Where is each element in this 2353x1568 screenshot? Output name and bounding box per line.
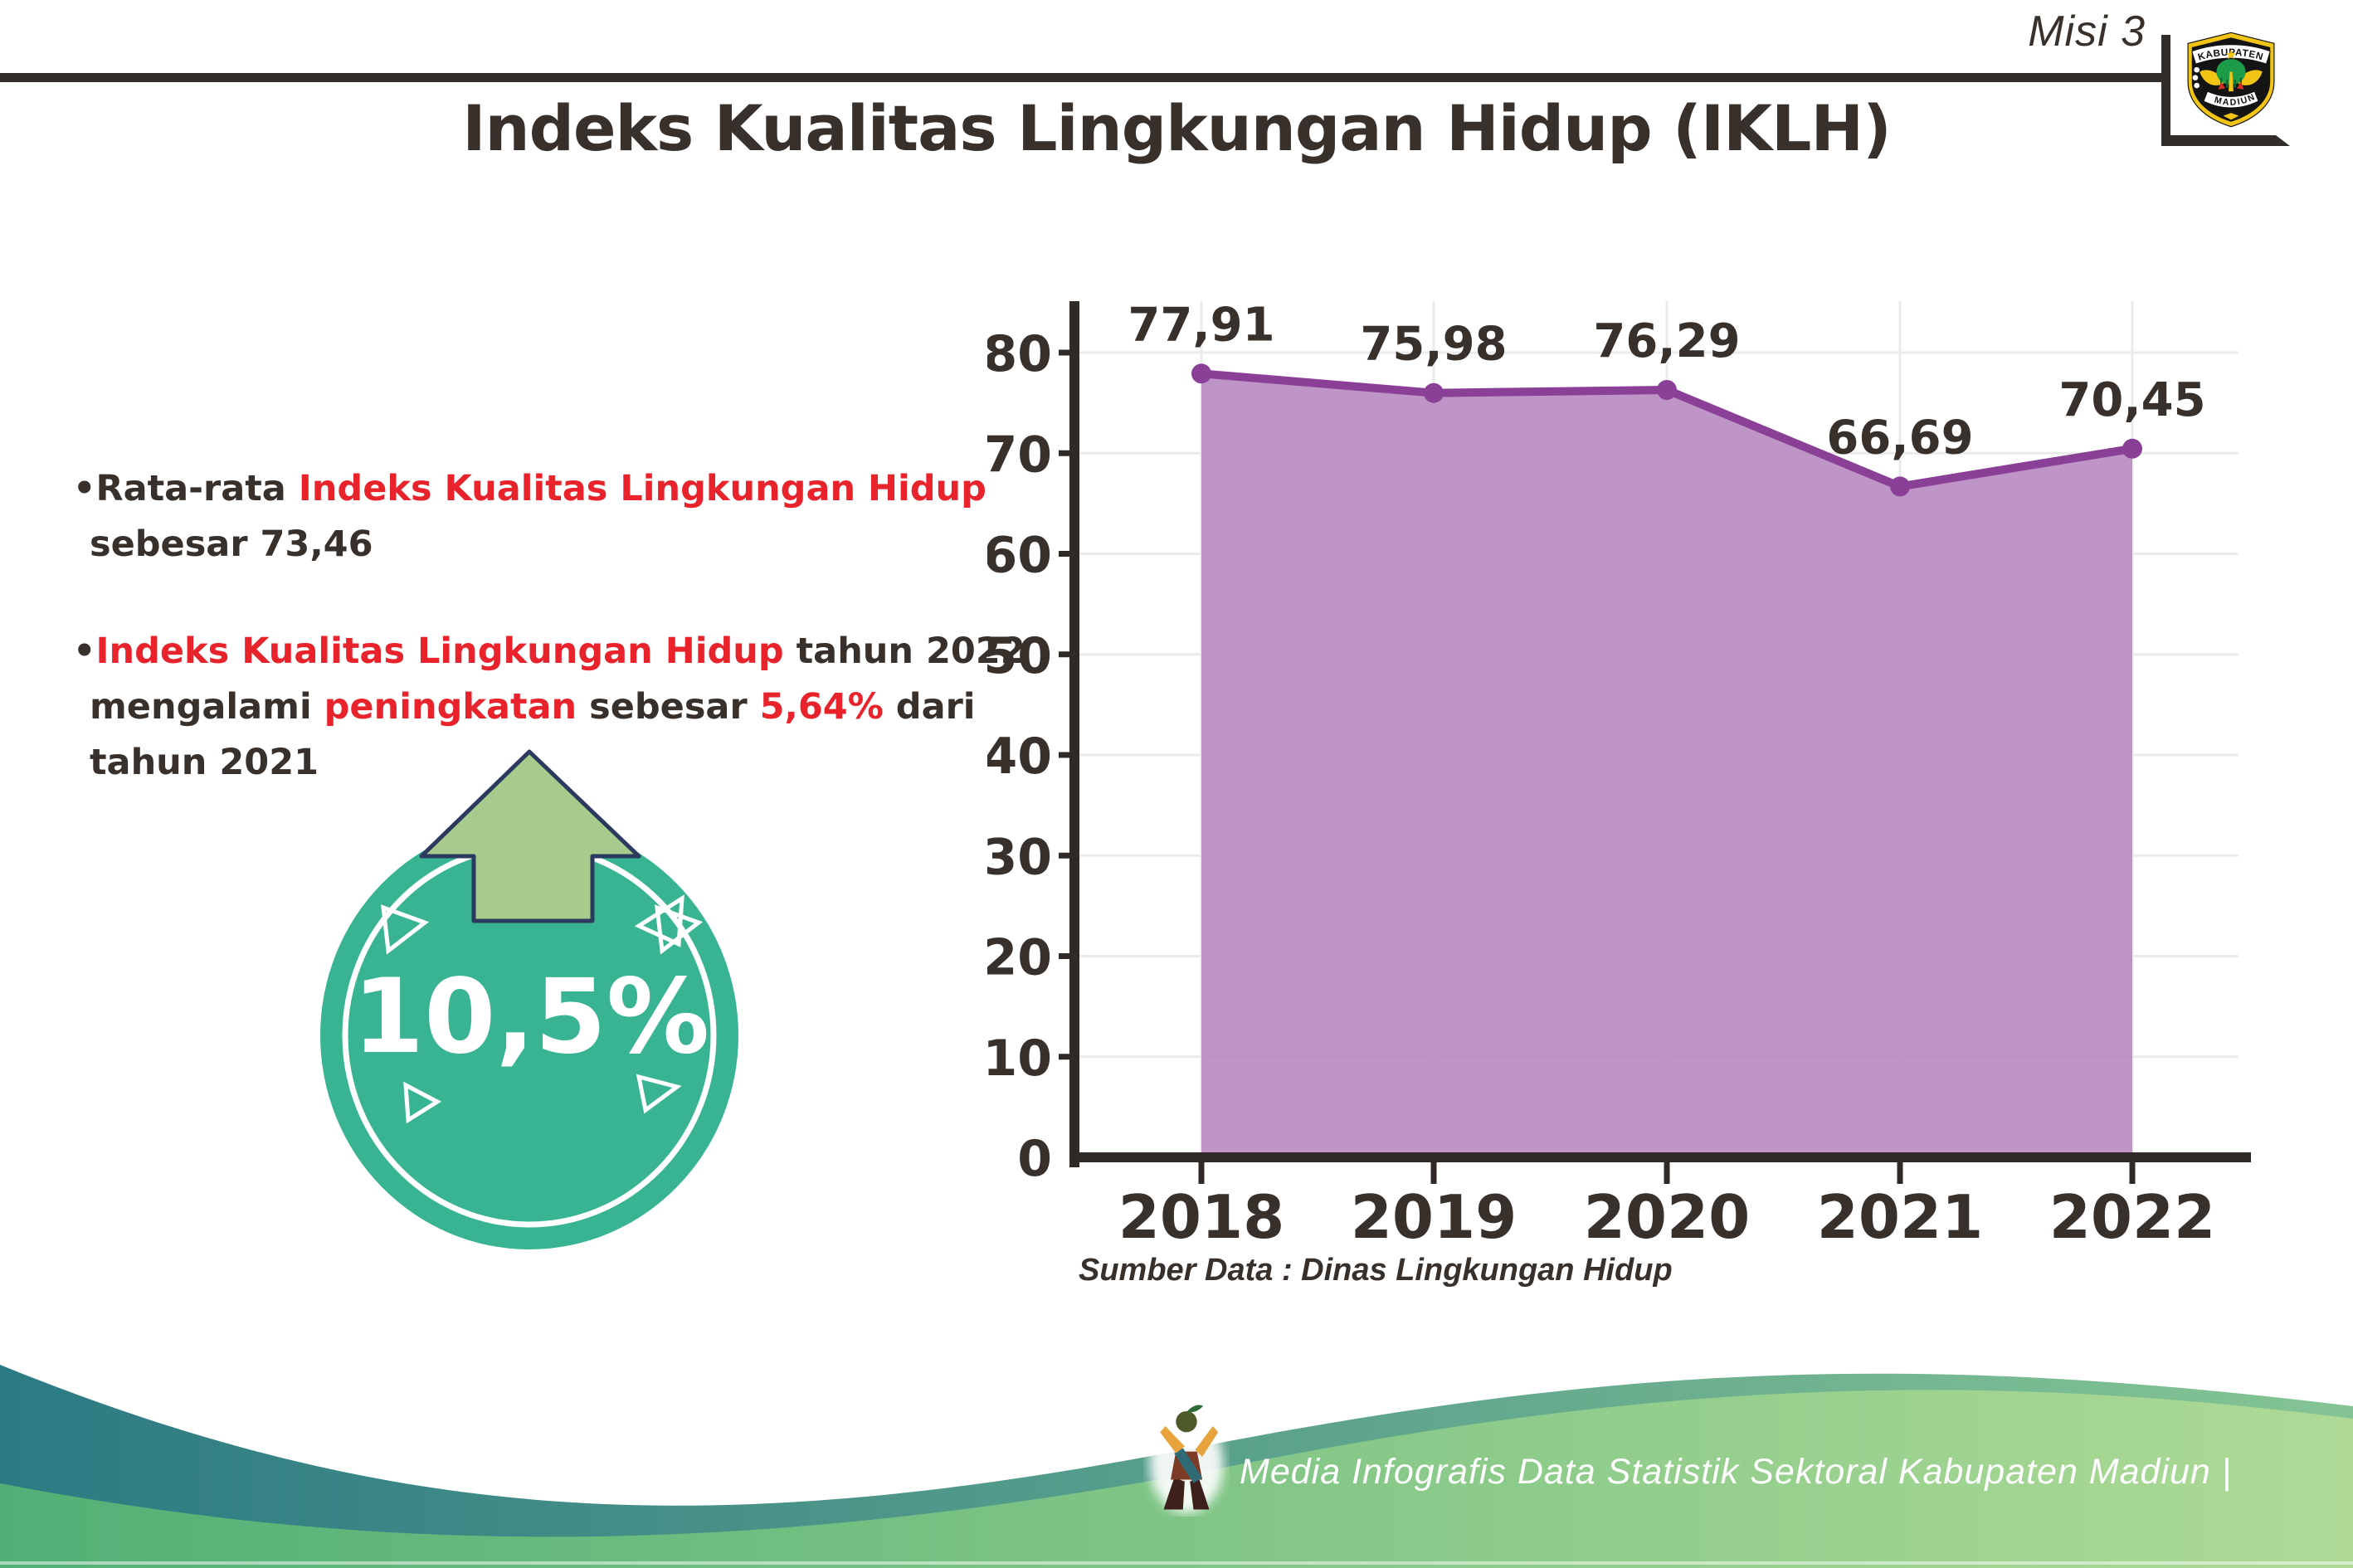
data-point-label: 66,69: [1826, 411, 1973, 465]
logo-cotton-2: [2192, 75, 2199, 80]
badge-circle: [320, 821, 738, 1249]
axes: [1069, 301, 2251, 1167]
logo-cotton-1: [2194, 66, 2200, 73]
data-point-marker: [1657, 380, 1677, 400]
text-segment: dari: [883, 686, 976, 728]
svg-text:40: 40: [987, 728, 1052, 786]
text-segment: Rata-rata: [95, 468, 299, 509]
logo-tree-texture: [2220, 77, 2242, 88]
svg-text:30: 30: [987, 828, 1052, 886]
svg-text:0: 0: [1017, 1130, 1052, 1188]
svg-text:70: 70: [987, 426, 1052, 484]
text-segment: tahun 2022: [783, 631, 1025, 672]
logo-bottom-banner: [2203, 90, 2259, 109]
mascot-leg-right: [1190, 1478, 1210, 1510]
text-segment: peningkatan: [324, 686, 577, 728]
text-segment: •: [73, 468, 96, 509]
chart-source-note: Sumber Data : Dinas Lingkungan Hidup: [1079, 1253, 1673, 1288]
logo-tree-trunk: [2229, 71, 2234, 92]
bullet-item-2: •Indeks Kualitas Lingkungan Hidup tahun …: [73, 624, 1135, 791]
up-arrow-icon: [419, 749, 641, 923]
area-fill: [1201, 373, 2132, 1157]
badge-spark-left: [381, 904, 430, 955]
text-segment: Indeks Kualitas Lingkungan Hidup: [95, 631, 784, 672]
bullet-line: •Indeks Kualitas Lingkungan Hidup tahun …: [73, 624, 1135, 679]
logo-flame-left: [2218, 81, 2225, 90]
page-title: Indeks Kualitas Lingkungan Hidup (IKLH): [462, 91, 1892, 165]
data-point-label: 76,29: [1593, 314, 1740, 368]
data-point-label: 70,45: [2058, 373, 2205, 427]
logo-cotton-3: [2194, 82, 2200, 89]
iklh-area-chart: 0 10 20 30 40 50 60 70 80 2018 2019 2020 2021 2022 77,…: [987, 298, 2251, 1252]
logo-left-wing: [2200, 70, 2227, 85]
svg-text:2018: 2018: [1118, 1182, 1284, 1252]
data-point-marker: [1890, 476, 1910, 497]
data-point-label: 75,98: [1360, 318, 1507, 372]
text-segment: tahun 2021: [90, 742, 319, 783]
footer-caption: Media Infografis Data Statistik Sektoral…: [1240, 1452, 2232, 1492]
svg-text:10: 10: [987, 1030, 1052, 1088]
statistics-mascot-icon: [1149, 1405, 1224, 1513]
header-corner-shelf: [2161, 135, 2290, 146]
header-rule: [0, 73, 2169, 82]
data-point-marker: [1424, 382, 1444, 403]
text-segment: Indeks Kualitas Lingkungan Hidup: [298, 468, 987, 509]
text-segment: mengalami: [90, 686, 324, 728]
text-segment: sebesar: [577, 686, 760, 728]
data-points: 77,91 75,98 76,29 66,69 70,45: [1128, 298, 2206, 497]
logo-bottom-ornament: [2223, 113, 2239, 120]
data-point-label: 77,91: [1128, 298, 1274, 352]
y-axis-labels: 0 10 20 30 40 50 60 70 80: [987, 325, 1074, 1188]
bullet-line: •Rata-rata Indeks Kualitas Lingkungan Hi…: [73, 461, 1135, 517]
svg-text:80: 80: [987, 325, 1052, 383]
svg-text:20: 20: [987, 929, 1052, 987]
increase-badge: 10,5%: [320, 749, 738, 1249]
mascot-head: [1176, 1410, 1197, 1433]
badge-spark-lower-right: [636, 1074, 682, 1114]
text-segment: sebesar 73,46: [90, 523, 373, 565]
header-corner-vertical-rule: [2161, 35, 2170, 146]
footer-bottom-line: [0, 1561, 2353, 1565]
svg-text:60: 60: [987, 527, 1052, 585]
svg-text:2020: 2020: [1584, 1182, 1750, 1252]
svg-text:2021: 2021: [1817, 1182, 1983, 1252]
logo-star: [2226, 49, 2236, 60]
data-point-marker: [1191, 363, 1211, 384]
logo-flame-right: [2237, 81, 2244, 90]
bullet-line: mengalami peningkatan sebesar 5,64% dari: [73, 679, 1135, 735]
badge-spark-lower-left: [403, 1081, 442, 1124]
text-segment: 5,64%: [759, 686, 884, 728]
logo-right-wing: [2235, 70, 2263, 85]
bullet-item-1: •Rata-rata Indeks Kualitas Lingkungan Hi…: [73, 461, 1135, 572]
badge-spark-upper-right: [634, 894, 684, 947]
kabupaten-madiun-logo: KABUPATEN MADIUN: [2187, 32, 2275, 128]
bullet-line: sebesar 73,46: [73, 517, 1135, 572]
mascot-leg-left: [1163, 1478, 1185, 1510]
data-point-marker: [2122, 438, 2142, 459]
logo-tree-crown: [2216, 59, 2246, 85]
summary-bullets: •Rata-rata Indeks Kualitas Lingkungan Hi…: [73, 461, 1135, 791]
badge-value: 10,5%: [353, 957, 709, 1077]
x-axis-labels: 2018 2019 2020 2021 2022: [1118, 1162, 2215, 1252]
svg-text:2022: 2022: [2049, 1182, 2215, 1252]
mascot-sash: [1174, 1448, 1203, 1483]
mascot-leaf: [1186, 1405, 1204, 1413]
bullet-line: tahun 2021: [73, 735, 1135, 791]
svg-text:50: 50: [987, 627, 1052, 685]
mascot-arm-left: [1160, 1425, 1185, 1454]
misi-label: Misi 3: [2028, 7, 2146, 56]
svg-text:2019: 2019: [1351, 1182, 1517, 1252]
text-segment: •: [73, 631, 96, 672]
mascot-arm-right: [1195, 1425, 1219, 1457]
